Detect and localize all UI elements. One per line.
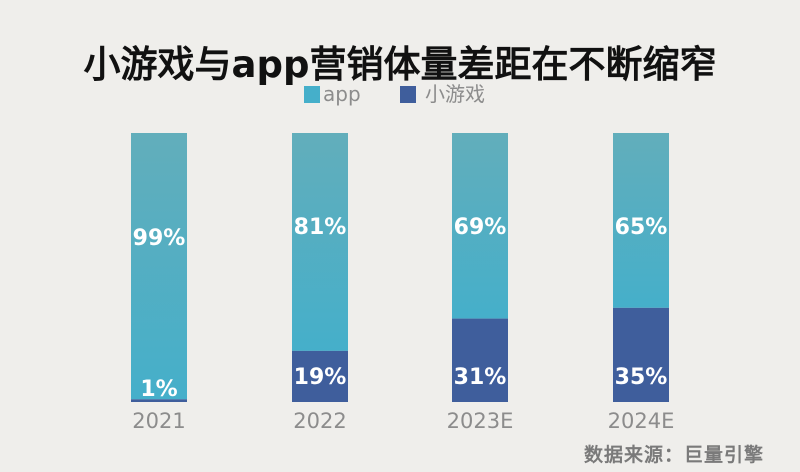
bar-minigame-2022 xyxy=(292,350,348,402)
legend-label-minigame: 小游戏 xyxy=(425,82,485,106)
bar-app-2023E xyxy=(452,133,508,319)
data-source-note: 数据来源：巨量引擎 xyxy=(583,444,764,466)
bar-app-2022 xyxy=(292,133,348,351)
bar-minigame-2021 xyxy=(131,399,187,402)
legend-item-app: app xyxy=(304,82,361,106)
legend-label-app: app xyxy=(323,82,361,106)
bar-app-2021 xyxy=(131,133,187,400)
bar-minigame-2023E xyxy=(452,318,508,402)
data-label-minigame-2021: 1% xyxy=(140,377,177,402)
legend-swatch-minigame xyxy=(400,85,416,103)
x-tick-label-2021: 2021 xyxy=(132,409,185,433)
chart-legend: app 小游戏 xyxy=(0,82,800,108)
legend-item-minigame: 小游戏 xyxy=(400,82,485,106)
data-label-app-2023E: 69% xyxy=(454,215,507,240)
data-label-app-2021: 99% xyxy=(133,226,186,251)
legend-swatch-app xyxy=(304,85,320,103)
bar-minigame-2024E xyxy=(613,307,669,402)
x-tick-label-2023E: 2023E xyxy=(447,409,514,433)
bar-app-2024E xyxy=(613,133,669,308)
x-tick-label-2022: 2022 xyxy=(293,409,346,433)
data-label-minigame-2022: 19% xyxy=(294,365,347,390)
chart-title: 小游戏与app营销体量差距在不断缩窄 xyxy=(83,43,717,86)
data-label-minigame-2024E: 35% xyxy=(615,365,668,390)
x-tick-label-2024E: 2024E xyxy=(608,409,675,433)
data-label-minigame-2023E: 31% xyxy=(454,365,507,390)
data-label-app-2022: 81% xyxy=(294,215,347,240)
data-label-app-2024E: 65% xyxy=(615,215,668,240)
